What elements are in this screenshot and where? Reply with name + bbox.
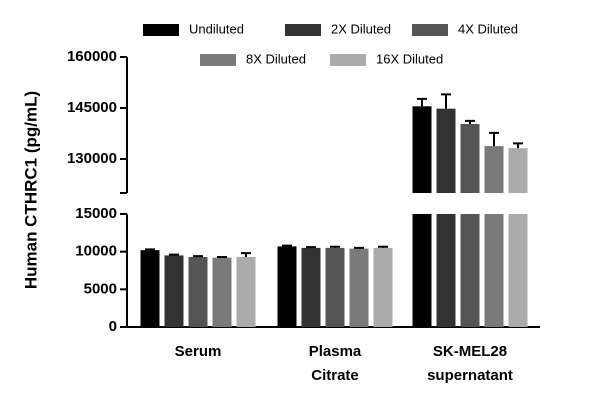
error-bar — [217, 255, 227, 258]
legend-swatch — [200, 54, 236, 66]
legend-label: Undiluted — [189, 21, 244, 36]
bar — [236, 256, 256, 327]
bar-upper — [436, 108, 456, 193]
y-tick-label: 15000 — [75, 205, 117, 222]
error-bar — [513, 142, 523, 149]
error-bar — [306, 246, 316, 249]
error-bar — [241, 252, 251, 257]
legend-label: 2X Diluted — [331, 21, 391, 36]
bar — [460, 214, 480, 327]
y-tick-label: 160000 — [67, 48, 117, 65]
y-axis-label: Human CTHRC1 (pg/mL) — [21, 91, 40, 289]
error-bar — [193, 255, 203, 258]
bar — [508, 214, 528, 327]
bar-upper — [508, 148, 528, 193]
y-tick-label: 0 — [109, 318, 117, 335]
y-tick-label: 10000 — [75, 243, 117, 260]
error-bar — [465, 119, 475, 124]
bar — [212, 257, 232, 327]
x-tick-label: Plasma Citrate — [309, 343, 362, 384]
legend-swatch — [412, 24, 448, 36]
legend-label: 16X Diluted — [376, 51, 443, 66]
error-bar — [378, 245, 388, 248]
error-bar — [145, 248, 155, 251]
bar — [140, 250, 160, 327]
bar-upper — [484, 146, 504, 193]
legend-swatch — [330, 54, 366, 66]
bar — [277, 246, 297, 327]
error-bar — [330, 245, 340, 248]
bar — [349, 248, 369, 327]
bar — [412, 214, 432, 327]
bar — [301, 247, 321, 327]
bar — [484, 214, 504, 327]
error-bar — [354, 246, 364, 249]
legend-swatch — [285, 24, 321, 36]
bar — [373, 247, 393, 327]
error-bar — [441, 93, 451, 109]
error-bar — [489, 131, 499, 147]
bar — [325, 247, 345, 327]
bar — [436, 214, 456, 327]
legend-label: 8X Diluted — [246, 51, 306, 66]
x-tick-label: SK-MEL28 supernatant — [427, 343, 513, 384]
y-tick-label: 5000 — [84, 280, 117, 297]
legend-swatch — [143, 24, 179, 36]
error-bar — [417, 97, 427, 107]
y-tick-label: 145000 — [67, 99, 117, 116]
bar-upper — [460, 123, 480, 193]
y-tick-label: 130000 — [67, 150, 117, 167]
bar — [164, 255, 184, 327]
error-bar — [169, 253, 179, 256]
legend-label: 4X Diluted — [458, 21, 518, 36]
x-tick-label: Serum — [175, 343, 222, 360]
bar-upper — [412, 106, 432, 193]
bar — [188, 256, 208, 327]
error-bar — [282, 244, 292, 247]
